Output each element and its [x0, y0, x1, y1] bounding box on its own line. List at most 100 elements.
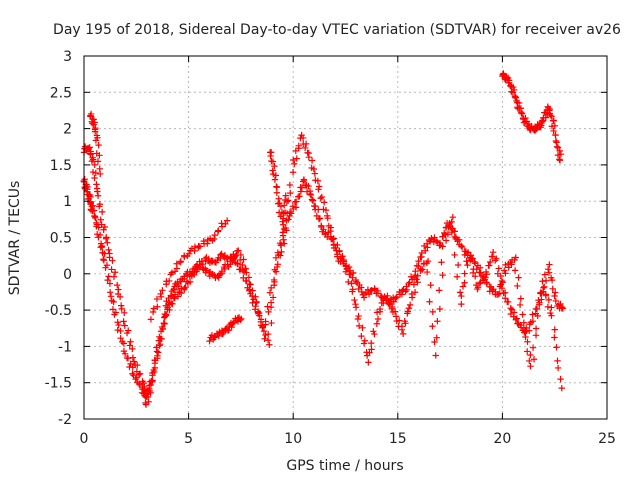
data-point — [526, 327, 533, 334]
data-point — [432, 237, 440, 245]
data-point — [552, 289, 559, 296]
data-point — [278, 248, 285, 256]
data-point — [121, 309, 128, 317]
data-point — [123, 329, 131, 337]
data-point — [559, 305, 567, 312]
data-point — [545, 296, 553, 304]
y-tick-label: -2 — [58, 412, 72, 428]
data-point — [252, 299, 260, 307]
data-point — [424, 257, 432, 265]
data-point — [558, 304, 566, 311]
data-point — [94, 188, 101, 195]
data-point — [134, 361, 141, 369]
data-point — [311, 170, 319, 177]
data-point — [544, 303, 552, 311]
data-point — [371, 286, 378, 293]
data-point — [102, 264, 109, 271]
data-point — [315, 183, 323, 190]
data-point — [548, 312, 555, 319]
y-tick-label: 0 — [63, 267, 72, 283]
data-point — [550, 117, 557, 125]
axis-ticks — [83, 55, 608, 420]
data-point — [92, 169, 100, 177]
data-point — [281, 202, 288, 209]
data-point — [159, 287, 166, 294]
data-point — [469, 269, 477, 277]
data-point — [276, 240, 284, 247]
data-point — [129, 345, 136, 353]
data-point — [92, 214, 99, 222]
data-point — [407, 273, 415, 280]
data-point — [106, 280, 114, 287]
data-point — [320, 226, 327, 233]
data-point — [376, 305, 384, 313]
data-point — [349, 269, 357, 277]
data-point — [283, 217, 290, 224]
data-point — [186, 278, 194, 286]
data-point — [307, 191, 315, 199]
data-point — [458, 300, 465, 308]
data-point — [358, 288, 365, 296]
data-point — [370, 328, 377, 335]
data-point — [181, 285, 188, 292]
data-point — [426, 298, 433, 305]
data-point — [546, 261, 553, 268]
data-point — [478, 272, 486, 280]
data-point — [542, 277, 550, 284]
data-point — [111, 269, 119, 276]
data-point — [90, 121, 97, 128]
data-point — [215, 332, 222, 340]
data-point — [401, 317, 408, 325]
data-point — [433, 334, 440, 341]
data-point — [414, 272, 421, 279]
data-point — [215, 274, 222, 281]
data-point — [289, 169, 297, 176]
data-point — [554, 357, 561, 365]
data-point — [360, 340, 368, 347]
data-point — [301, 144, 309, 152]
data-point — [418, 249, 425, 257]
data-point — [405, 280, 412, 288]
data-point — [448, 218, 455, 226]
data-point — [204, 240, 211, 247]
data-point — [428, 235, 435, 242]
x-tick-label: 25 — [598, 431, 616, 447]
data-point — [366, 349, 373, 356]
data-point — [88, 157, 96, 165]
data-point — [118, 305, 125, 313]
data-point — [147, 389, 154, 397]
data-point — [89, 168, 97, 176]
data-point — [308, 196, 316, 203]
data-point — [511, 267, 519, 274]
data-point — [126, 342, 133, 349]
data-point — [513, 315, 521, 322]
data-point — [404, 308, 412, 315]
data-point — [173, 260, 180, 267]
data-point — [434, 318, 441, 325]
data-point — [488, 253, 496, 260]
data-point — [556, 157, 564, 164]
data-point — [524, 348, 531, 355]
data-point — [431, 338, 438, 346]
data-point — [274, 261, 281, 268]
data-point — [408, 290, 416, 298]
data-point — [274, 249, 282, 256]
data-point — [388, 305, 395, 312]
data-point — [351, 296, 358, 304]
data-point — [98, 208, 106, 216]
data-point — [228, 323, 235, 331]
data-point — [130, 358, 138, 365]
data-point — [250, 296, 257, 303]
data-point — [92, 137, 100, 144]
data-point — [153, 295, 161, 303]
data-point — [129, 370, 136, 377]
data-point — [156, 342, 163, 349]
data-point — [498, 277, 506, 285]
data-point — [483, 279, 490, 286]
x-tick-label: 10 — [284, 431, 302, 447]
y-tick-label: 2.5 — [50, 85, 72, 101]
data-point — [501, 289, 509, 296]
data-point — [100, 226, 107, 233]
data-point — [464, 261, 471, 269]
data-point — [152, 357, 159, 364]
